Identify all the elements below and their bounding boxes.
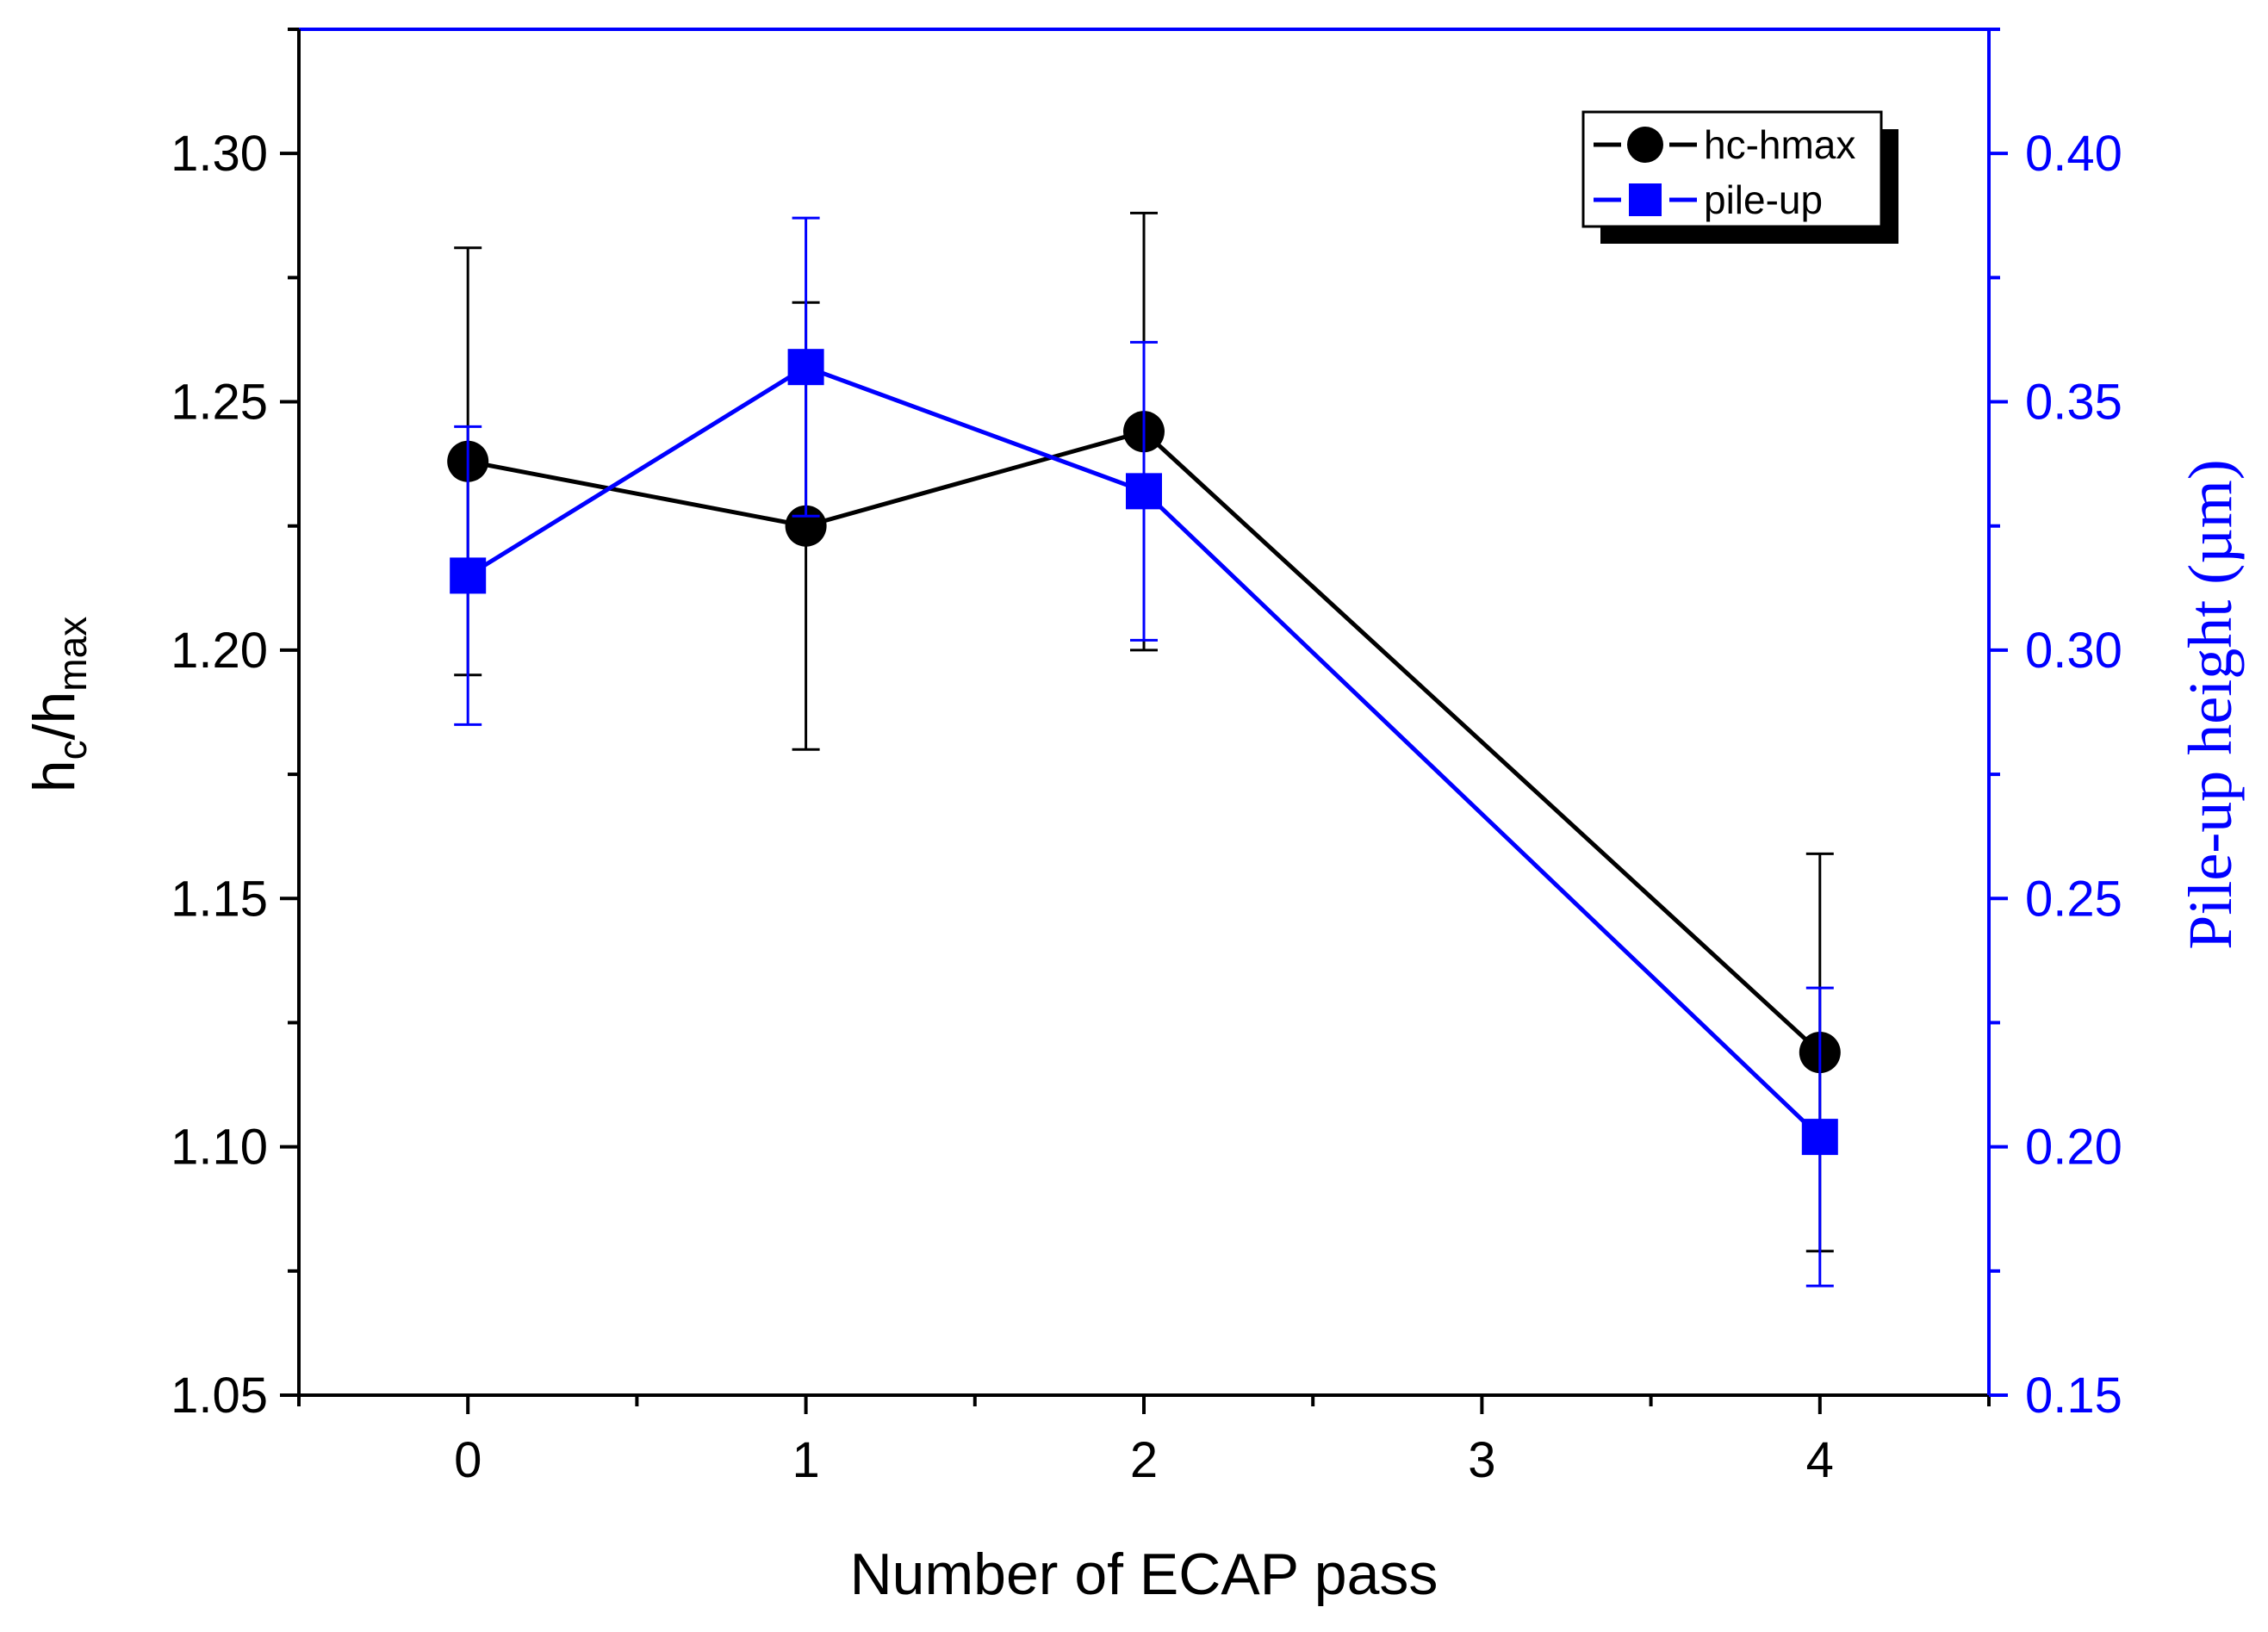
series-line	[466, 364, 1822, 1139]
right-y-tick-label: 0.15	[2025, 1368, 2122, 1424]
left-y-tick-label: 1.10	[171, 1120, 268, 1176]
x-tick-label: 1	[792, 1432, 819, 1488]
left-y-axis-title: hc/hmax	[22, 617, 95, 792]
legend-marker-square	[1629, 183, 1662, 216]
legend-label: hc-hmax	[1704, 122, 1855, 167]
legend-item-pile-up: pile-up	[1594, 177, 1823, 222]
x-tick-label: 0	[454, 1432, 482, 1488]
data-point-square	[787, 349, 824, 386]
right-y-tick-label: 0.35	[2025, 375, 2122, 431]
data-point-square	[1801, 1119, 1838, 1156]
left-y-tick-label: 1.20	[171, 623, 268, 679]
left-y-title-sep: /h	[22, 692, 87, 741]
x-tick-label: 3	[1468, 1432, 1495, 1488]
left-y-tick-label: 1.15	[171, 871, 268, 927]
x-tick-label: 2	[1130, 1432, 1158, 1488]
right-y-tick-label: 0.25	[2025, 871, 2122, 927]
data-point-square	[450, 557, 487, 594]
x-axis-title: Number of ECAP pass	[850, 1542, 1438, 1607]
left-y-tick-label: 1.30	[171, 126, 268, 182]
legend-item-hc-hmax: hc-hmax	[1594, 122, 1855, 167]
series-pile-up	[450, 216, 1838, 1288]
right-y-tick-label: 0.40	[2025, 126, 2122, 182]
data-point-square	[1126, 473, 1162, 510]
left-y-title-sub-max: max	[50, 617, 95, 692]
left-y-tick-label: 1.05	[171, 1368, 268, 1424]
series-line	[467, 429, 1822, 1054]
right-y-tick-label: 0.20	[2025, 1120, 2122, 1176]
legend-marker-circle	[1627, 127, 1663, 163]
right-y-tick-label: 0.30	[2025, 623, 2122, 679]
left-y-title-sub-c: c	[50, 740, 95, 760]
legend-label: pile-up	[1704, 177, 1823, 222]
left-y-title-main: h	[22, 760, 87, 792]
svg-text:hc/hmax: hc/hmax	[22, 617, 95, 792]
right-y-axis-title: Pile-up height (µm)	[2176, 459, 2245, 949]
x-tick-label: 4	[1806, 1432, 1834, 1488]
left-y-tick-label: 1.25	[171, 375, 268, 431]
right-y-title-text: Pile-up height (µm)	[2176, 459, 2245, 949]
